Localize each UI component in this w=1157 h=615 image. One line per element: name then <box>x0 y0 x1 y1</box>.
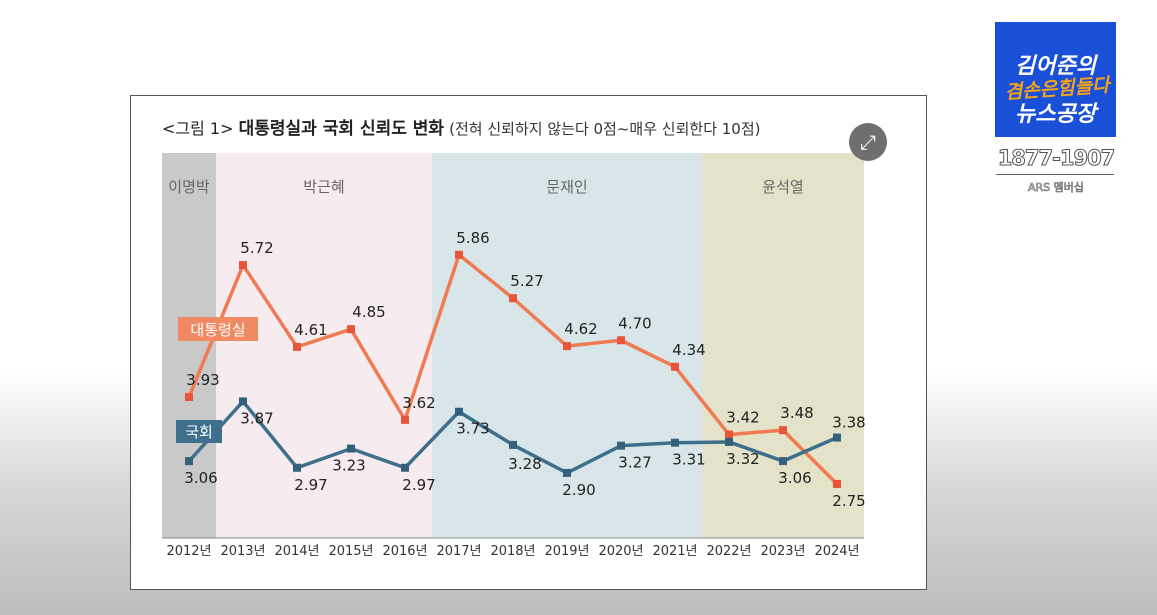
data-label: 3.93 <box>186 371 219 389</box>
divider <box>996 174 1114 175</box>
data-label: 3.87 <box>240 409 273 427</box>
era-band <box>162 153 216 538</box>
x-tick-label: 2013년 <box>220 544 265 559</box>
data-label: 3.06 <box>184 469 217 487</box>
data-point <box>293 463 301 472</box>
expand-arrows-icon[interactable]: ⤢ <box>849 123 887 161</box>
chart-title: <그림 1> 대통령실과 국회 신뢰도 변화 (전혀 신뢰하지 않는다 0점~매… <box>162 114 761 139</box>
data-label: 4.34 <box>672 341 705 359</box>
data-point <box>563 468 571 477</box>
title-main: 대통령실과 국회 신뢰도 변화 <box>238 119 445 139</box>
show-logo: 김어준의 겸손은힘들다 뉴스공장 <box>995 22 1116 137</box>
logo-line3: 뉴스공장 <box>1015 102 1096 127</box>
data-label: 2.97 <box>402 476 435 494</box>
series-name-label: 대통령실 <box>190 321 245 339</box>
x-tick-label: 2024년 <box>814 544 859 559</box>
x-tick-label: 2020년 <box>598 544 643 559</box>
x-tick-label: 2022년 <box>706 544 751 559</box>
era-label: 윤석열 <box>762 178 803 196</box>
data-point <box>239 261 247 270</box>
x-tick-label: 2018년 <box>490 544 535 559</box>
data-label: 3.32 <box>726 450 759 468</box>
data-label: 3.28 <box>508 455 541 473</box>
x-tick-label: 2015년 <box>328 544 373 559</box>
data-point <box>509 440 517 449</box>
era-label: 이명박 <box>168 178 210 196</box>
figure-number: <그림 1> <box>162 119 234 138</box>
data-label: 3.62 <box>402 394 435 412</box>
data-point <box>401 463 409 472</box>
data-point <box>563 342 571 351</box>
x-tick-label: 2023년 <box>760 544 805 559</box>
data-point <box>455 250 463 259</box>
series-tag-box <box>178 317 258 341</box>
data-label: 3.06 <box>778 469 811 487</box>
data-point <box>617 441 625 450</box>
data-point <box>185 457 193 466</box>
era-label: 문재인 <box>546 178 587 196</box>
x-tick-label: 2016년 <box>382 544 427 559</box>
data-label: 3.23 <box>332 457 365 475</box>
logo-line1: 김어준의 <box>1015 54 1096 79</box>
data-point <box>779 457 787 466</box>
data-label: 5.72 <box>240 239 273 257</box>
phone-number: 1877-1907 <box>997 146 1116 171</box>
data-point <box>293 342 301 351</box>
data-label: 4.70 <box>618 314 651 332</box>
era-band <box>702 153 864 538</box>
data-point <box>455 407 463 416</box>
series-tag-box <box>176 420 222 443</box>
data-label: 4.85 <box>352 303 385 321</box>
x-tick-label: 2019년 <box>544 544 589 559</box>
data-point <box>347 444 355 453</box>
data-label: 3.27 <box>618 454 651 472</box>
era-band <box>216 153 432 538</box>
data-point <box>617 336 625 345</box>
data-point <box>671 362 679 371</box>
data-point <box>401 415 409 424</box>
data-point <box>239 397 247 406</box>
title-subtitle: (전혀 신뢰하지 않는다 0점~매우 신뢰한다 10점) <box>449 120 761 138</box>
data-label: 2.75 <box>832 492 865 510</box>
series-name-label: 국회 <box>185 423 213 441</box>
data-point <box>671 438 679 447</box>
data-point <box>725 437 733 446</box>
data-point <box>725 430 733 439</box>
data-point <box>347 325 355 334</box>
data-point <box>185 393 193 401</box>
data-point <box>833 479 841 488</box>
data-point <box>779 426 787 435</box>
data-point <box>833 433 841 442</box>
data-label: 3.42 <box>726 409 759 427</box>
data-label: 2.90 <box>562 481 595 499</box>
data-label: 5.27 <box>510 272 543 290</box>
data-label: 3.31 <box>672 451 705 469</box>
x-tick-label: 2012년 <box>166 544 211 559</box>
data-label: 3.38 <box>832 414 865 432</box>
data-label: 3.48 <box>780 404 813 422</box>
ars-label: ARS 멤버십 <box>1027 181 1085 195</box>
x-tick-label: 2017년 <box>436 544 481 559</box>
data-label: 4.61 <box>294 321 327 339</box>
x-tick-label: 2014년 <box>274 544 319 559</box>
data-label: 2.97 <box>294 476 327 494</box>
data-label: 3.73 <box>456 420 489 438</box>
x-tick-label: 2021년 <box>652 544 697 559</box>
data-point <box>509 294 517 303</box>
data-label: 5.86 <box>456 229 489 247</box>
era-label: 박근혜 <box>303 178 344 196</box>
data-label: 4.62 <box>564 320 597 338</box>
